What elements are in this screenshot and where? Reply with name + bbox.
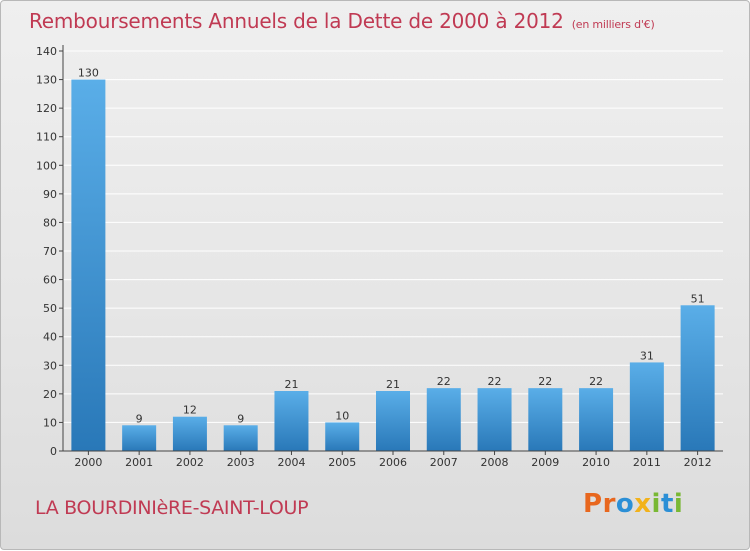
bar: [122, 425, 157, 451]
logo-letter: i: [651, 489, 661, 519]
data-label: 21: [386, 378, 400, 391]
bar: [579, 388, 614, 451]
y-tick-label: 140: [36, 45, 57, 58]
bars: 130 9 12 9 21 10 21 22 22 22 22 31 51: [71, 67, 715, 452]
x-tick-label: 2006: [379, 456, 407, 469]
x-tick-label: 2008: [481, 456, 509, 469]
x-tick-label: 2010: [582, 456, 610, 469]
logo-letter: x: [634, 489, 652, 519]
x-tick-label: 2000: [74, 456, 102, 469]
bar: [325, 422, 360, 451]
data-label: 22: [488, 375, 502, 388]
commune-name: LA BOURDINIèRE-SAINT-LOUP: [35, 497, 309, 519]
x-tick-label: 2009: [531, 456, 559, 469]
y-tick-label: 80: [43, 216, 57, 229]
bar: [680, 305, 715, 451]
bar: [376, 391, 410, 451]
x-tick-label: 2002: [176, 456, 204, 469]
proxiti-logo: Proxiti: [583, 489, 683, 519]
data-label: 130: [78, 67, 99, 80]
chart-title-text: Remboursements Annuels de la Dette de 20…: [29, 9, 564, 33]
y-tick-label: 60: [43, 274, 57, 287]
y-tick-label: 20: [43, 388, 57, 401]
grid-lines: [63, 50, 723, 423]
bar: [426, 388, 461, 451]
bar: [629, 362, 664, 451]
y-tick-label: 30: [43, 359, 57, 372]
data-label: 22: [589, 375, 603, 388]
data-label: 21: [284, 378, 298, 391]
y-tick-label: 130: [36, 74, 57, 87]
y-tick-label: 50: [43, 302, 57, 315]
x-tick-label: 2012: [684, 456, 712, 469]
data-label: 22: [538, 375, 552, 388]
data-label: 9: [237, 412, 244, 425]
y-tick-label: 40: [43, 331, 57, 344]
bar: [71, 79, 106, 452]
y-tick-label: 110: [36, 131, 57, 144]
x-tick-label: 2007: [430, 456, 458, 469]
logo-letter: r: [602, 489, 616, 519]
data-label: 22: [437, 375, 451, 388]
y-tick-label: 0: [50, 445, 57, 458]
data-label: 10: [335, 409, 349, 422]
y-tick-label: 90: [43, 188, 57, 201]
bar: [172, 416, 207, 451]
bar: [477, 388, 512, 451]
x-tick-label: 2001: [125, 456, 153, 469]
data-label: 9: [136, 412, 143, 425]
logo-letter: o: [615, 489, 635, 519]
bar: [274, 391, 309, 451]
y-tick-label: 70: [43, 245, 57, 258]
x-tick-label: 2003: [227, 456, 255, 469]
logo-letter: i: [673, 489, 684, 519]
data-label: 31: [640, 349, 654, 362]
data-label: 12: [183, 404, 197, 417]
y-tick-label: 10: [43, 416, 57, 429]
chart-title: Remboursements Annuels de la Dette de 20…: [29, 9, 655, 33]
y-tick-label: 120: [36, 102, 57, 115]
bar: [223, 425, 258, 451]
logo-letter: P: [583, 489, 603, 519]
axes: 0 10 20 30 40 50 60 70 80 90 100 110 120 130 140 2000 20…: [36, 45, 723, 469]
data-label: 51: [691, 292, 705, 305]
bar: [528, 388, 563, 451]
x-tick-label: 2011: [633, 456, 661, 469]
logo-letter: t: [660, 489, 674, 519]
y-tick-label: 100: [36, 159, 57, 172]
chart-unit-label: (en milliers d'€): [571, 18, 655, 31]
x-tick-label: 2005: [328, 456, 356, 469]
x-tick-label: 2004: [277, 456, 305, 469]
